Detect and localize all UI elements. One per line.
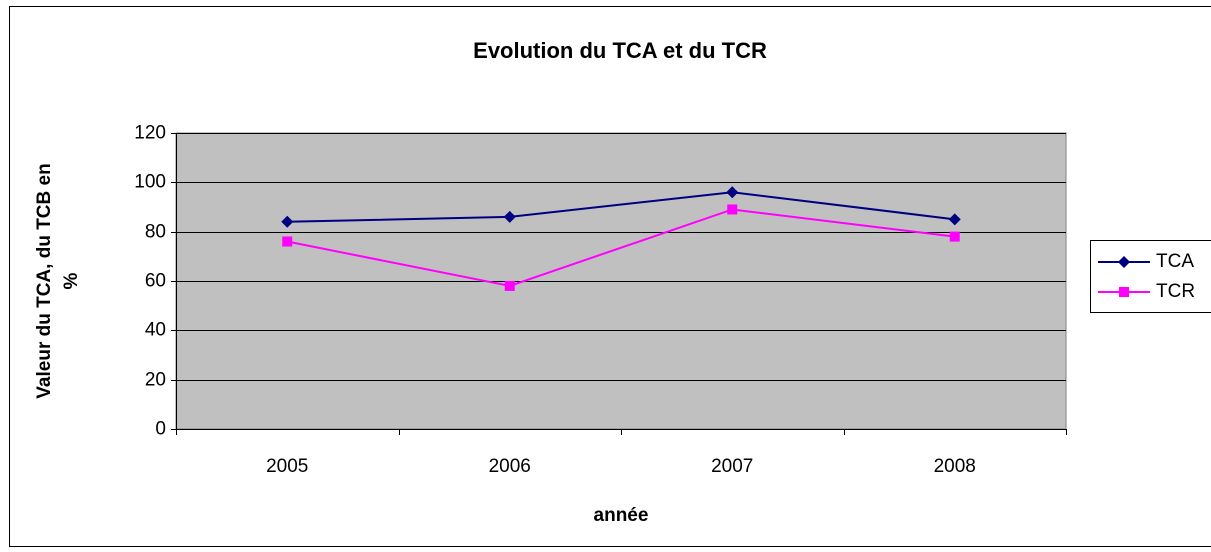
marker (1119, 287, 1129, 297)
y-tick-label: 80 (145, 222, 166, 243)
marker (282, 236, 293, 247)
marker (727, 204, 738, 215)
x-tick-label: 2008 (934, 456, 976, 477)
y-axis-label-line: % (61, 272, 82, 289)
y-tick-label: 20 (145, 370, 166, 391)
legend-label: TCA (1156, 251, 1194, 272)
series-line (287, 191, 955, 223)
series-line (287, 208, 955, 287)
x-axis-label: année (594, 505, 649, 526)
x-tick-label: 2005 (266, 456, 308, 477)
y-axis-label-line: Valeur du TCA, du TCB en (34, 163, 55, 398)
y-tick-label: 100 (134, 172, 166, 193)
y-tick-label: 60 (145, 271, 166, 292)
marker (1118, 256, 1130, 268)
y-axis-label: Valeur du TCA, du TCB en % (34, 163, 82, 398)
y-tick-label: 40 (145, 320, 166, 341)
legend-label: TCR (1156, 281, 1195, 302)
x-tick-label: 2007 (711, 456, 753, 477)
marker (281, 215, 294, 228)
y-tick-label: 0 (155, 419, 166, 440)
marker (503, 210, 516, 223)
y-tick-label: 120 (134, 123, 166, 144)
marker (948, 213, 961, 226)
marker (949, 231, 960, 242)
chart-title: Evolution du TCA et du TCR (473, 38, 767, 63)
legend-box (1090, 240, 1211, 313)
marker (504, 280, 515, 291)
x-tick-label: 2006 (489, 456, 531, 477)
marker (726, 186, 739, 199)
